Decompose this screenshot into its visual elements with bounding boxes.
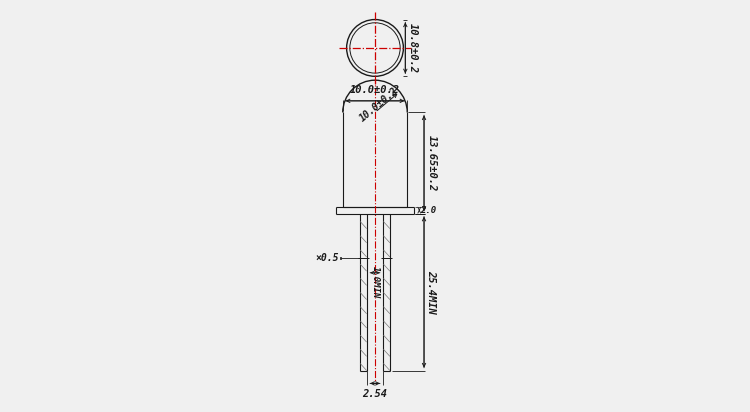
Bar: [340, 258, 341, 259]
Text: 2.0: 2.0: [420, 206, 436, 215]
Text: 2.54: 2.54: [362, 389, 388, 399]
Text: 10.0±0.2: 10.0±0.2: [350, 85, 400, 95]
Text: 10.0±0.2: 10.0±0.2: [358, 86, 401, 124]
Text: 13.65±0.2: 13.65±0.2: [426, 135, 436, 191]
Text: 25.4MIN: 25.4MIN: [426, 270, 436, 314]
Text: 1.0MIN: 1.0MIN: [370, 266, 380, 298]
Text: ×0.5: ×0.5: [315, 253, 339, 263]
Text: 10.8±0.2: 10.8±0.2: [408, 23, 418, 73]
